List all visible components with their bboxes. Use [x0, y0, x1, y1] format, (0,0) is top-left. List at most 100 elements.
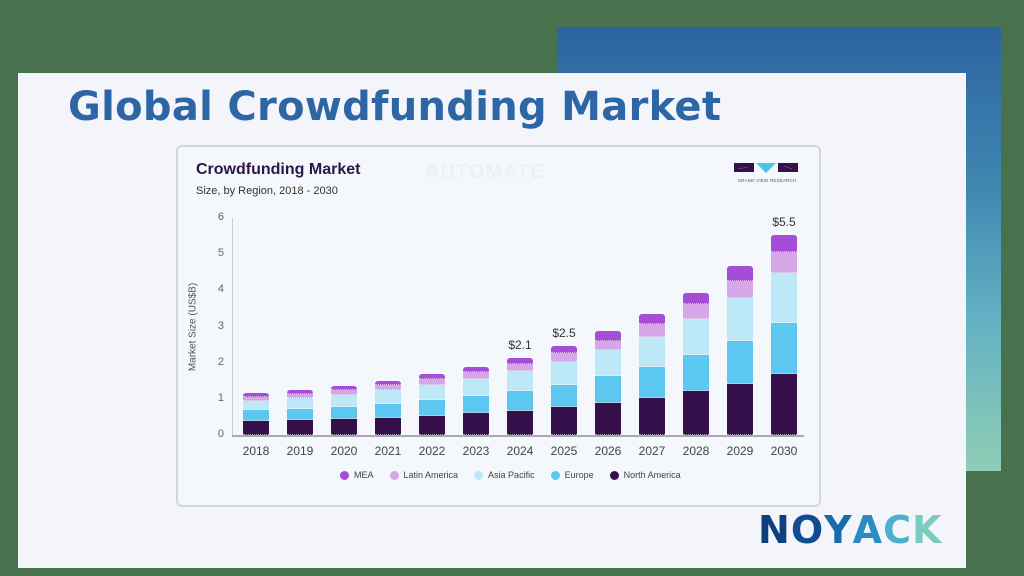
- legend-label: North America: [623, 470, 681, 480]
- grand-view-research-logo: GRAND VIEW RESEARCH: [734, 161, 800, 187]
- legend-label: Asia Pacific: [488, 470, 535, 480]
- bar-segment-asia-pacific: [551, 361, 577, 386]
- bar-segment-latin-america: [551, 352, 577, 362]
- bar-segment-asia-pacific: [463, 378, 489, 396]
- bar-segment-europe: [375, 403, 401, 418]
- stacked-bar-2024: [507, 357, 533, 435]
- legend-item-mea: MEA: [340, 470, 374, 480]
- bar-segment-latin-america: [331, 390, 357, 396]
- y-tick-label: 2: [217, 355, 224, 368]
- bar-segment-north-america: [463, 412, 489, 435]
- gvr-logo-icon: [734, 163, 798, 173]
- bar-segment-asia-pacific: [375, 389, 401, 404]
- bar-segment-north-america: [419, 415, 445, 435]
- stacked-bar-2021: [375, 380, 401, 435]
- stacked-bar-2020: [331, 386, 357, 435]
- x-tick-label: 2018: [242, 444, 270, 458]
- x-tick-label: 2023: [462, 444, 490, 458]
- bar-segment-europe: [331, 407, 357, 420]
- brand-letter: K: [911, 508, 943, 552]
- bar-segment-north-america: [331, 419, 357, 435]
- x-axis-line: [232, 435, 804, 437]
- bar-segment-north-america: [375, 417, 401, 435]
- legend-dot-icon: [340, 470, 349, 480]
- stacked-bar-2018: [243, 393, 269, 435]
- legend-dot-icon: [474, 470, 484, 480]
- bar-segment-asia-pacific: [287, 398, 313, 409]
- bar-segment-europe: [727, 340, 753, 384]
- legend-label: Latin America: [403, 470, 459, 480]
- bar-segment-latin-america: [243, 397, 269, 401]
- bar-segment-mea: [551, 346, 577, 353]
- legend-dot-icon: [389, 470, 399, 480]
- bar-segment-asia-pacific: [507, 371, 533, 392]
- brand-letter: A: [852, 508, 884, 552]
- bar-segment-latin-america: [419, 378, 445, 386]
- bar-segment-europe: [243, 410, 269, 421]
- y-tick-label: 0: [217, 428, 224, 440]
- bar-value-label: $5.5: [772, 214, 796, 229]
- legend-item-asia-pacific: Asia Pacific: [474, 470, 535, 480]
- x-tick-label: 2025: [550, 444, 578, 458]
- bar-segment-latin-america: [375, 384, 401, 390]
- bar-segment-latin-america: [595, 340, 621, 350]
- bar-segment-europe: [419, 399, 445, 416]
- bar-segment-mea: [331, 386, 357, 391]
- y-tick-label: 1: [217, 391, 224, 404]
- bar-segment-north-america: [727, 383, 753, 435]
- bar-segment-mea: [727, 266, 753, 281]
- brand-letter: Y: [824, 508, 853, 552]
- y-tick-label: 4: [217, 283, 224, 296]
- brand-letter: O: [790, 508, 825, 552]
- bar-segment-mea: [595, 330, 621, 341]
- stacked-bar-2022: [419, 373, 445, 435]
- legend-label: MEA: [354, 470, 374, 480]
- bar-segment-north-america: [771, 373, 797, 435]
- legend-dot-icon: [550, 470, 560, 480]
- bar-segment-north-america: [551, 407, 577, 435]
- chart-subtitle: Size, by Region, 2018 - 2030: [196, 185, 338, 197]
- bar-segment-mea: [243, 393, 269, 397]
- bar-segment-europe: [639, 366, 665, 399]
- x-tick-label: 2022: [418, 444, 446, 458]
- bar-segment-asia-pacific: [595, 349, 621, 377]
- x-tick-label: 2028: [682, 444, 710, 458]
- stacked-bar-2026: [595, 330, 621, 435]
- y-axis-title: Market Size (US$B): [187, 282, 199, 372]
- bar-segment-mea: [463, 367, 489, 373]
- x-tick-label: 2020: [330, 444, 358, 458]
- y-tick-label: 3: [217, 319, 224, 332]
- legend-item-north-america: North America: [609, 470, 681, 480]
- stacked-bar-2025: [551, 346, 577, 435]
- bar-segment-asia-pacific: [683, 318, 709, 355]
- y-axis-line: [232, 218, 233, 436]
- legend-dot-icon: [609, 470, 619, 480]
- bar-segment-mea: [683, 292, 709, 304]
- y-tick-label: 5: [217, 247, 224, 260]
- watermark: AUTOMATE: [425, 161, 545, 183]
- bar-segment-north-america: [595, 403, 621, 435]
- stacked-bar-2030: [771, 234, 797, 435]
- stacked-bar-2019: [287, 390, 313, 435]
- bar-segment-north-america: [683, 390, 709, 435]
- bar-segment-latin-america: [287, 394, 313, 399]
- stacked-bar-2028: [683, 292, 709, 435]
- chart-card: Crowdfunding Market Size, by Region, 201…: [176, 145, 821, 507]
- bar-segment-asia-pacific: [639, 336, 665, 367]
- y-tick-label: 6: [217, 211, 224, 223]
- bar-value-label: $2.1: [508, 337, 532, 352]
- logo-text: GRAND VIEW RESEARCH: [737, 178, 797, 183]
- bar-segment-mea: [419, 373, 445, 379]
- bar-segment-europe: [463, 395, 489, 413]
- bar-segment-latin-america: [727, 280, 753, 298]
- bar-segment-europe: [683, 354, 709, 391]
- bar-segment-asia-pacific: [727, 297, 753, 341]
- page-title: Global Crowdfunding Market: [68, 84, 722, 130]
- bar-segment-north-america: [507, 411, 533, 435]
- bar-segment-latin-america: [639, 323, 665, 337]
- bar-value-label: $2.5: [552, 326, 576, 341]
- bar-segment-latin-america: [683, 303, 709, 319]
- bar-segment-asia-pacific: [771, 272, 797, 323]
- x-tick-label: 2026: [594, 444, 622, 458]
- brand-letter: C: [883, 508, 912, 552]
